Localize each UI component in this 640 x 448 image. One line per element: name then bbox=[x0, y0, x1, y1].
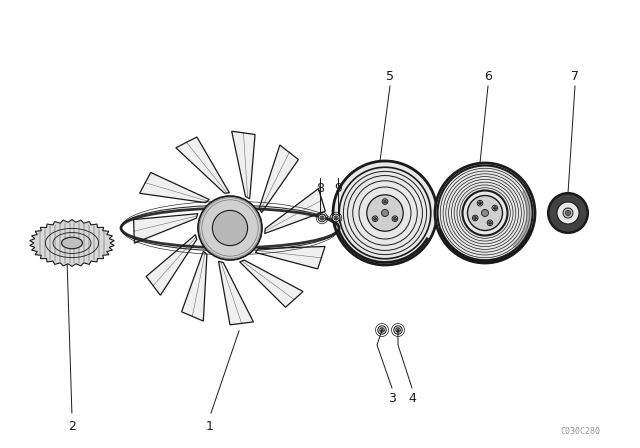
Circle shape bbox=[394, 326, 402, 334]
Circle shape bbox=[334, 216, 338, 220]
Polygon shape bbox=[134, 214, 198, 243]
Circle shape bbox=[381, 210, 388, 216]
Polygon shape bbox=[176, 137, 229, 193]
Text: 4: 4 bbox=[408, 392, 416, 405]
Circle shape bbox=[493, 207, 497, 210]
Circle shape bbox=[563, 208, 573, 218]
Circle shape bbox=[472, 215, 478, 221]
Text: 8: 8 bbox=[316, 181, 324, 194]
Circle shape bbox=[332, 214, 340, 222]
Text: 7: 7 bbox=[571, 69, 579, 82]
Text: 3: 3 bbox=[388, 392, 396, 405]
Text: 1: 1 bbox=[206, 419, 214, 432]
Text: 5: 5 bbox=[386, 69, 394, 82]
Circle shape bbox=[372, 216, 378, 221]
Polygon shape bbox=[29, 220, 115, 267]
Polygon shape bbox=[265, 189, 325, 233]
Polygon shape bbox=[218, 261, 253, 325]
Circle shape bbox=[333, 161, 437, 265]
Polygon shape bbox=[182, 251, 207, 321]
Circle shape bbox=[198, 196, 262, 260]
Circle shape bbox=[212, 211, 248, 246]
Circle shape bbox=[382, 199, 388, 204]
Ellipse shape bbox=[61, 237, 83, 249]
Polygon shape bbox=[259, 145, 298, 212]
Circle shape bbox=[467, 195, 502, 231]
Circle shape bbox=[396, 327, 400, 332]
Polygon shape bbox=[240, 260, 303, 307]
Circle shape bbox=[320, 216, 324, 220]
Circle shape bbox=[392, 216, 397, 221]
Circle shape bbox=[435, 163, 535, 263]
Circle shape bbox=[566, 211, 570, 215]
Text: 2: 2 bbox=[68, 419, 76, 432]
Circle shape bbox=[548, 193, 588, 233]
Text: 9: 9 bbox=[334, 181, 342, 194]
Circle shape bbox=[318, 214, 326, 222]
Circle shape bbox=[383, 200, 387, 203]
Circle shape bbox=[394, 217, 396, 220]
Circle shape bbox=[487, 220, 493, 226]
Polygon shape bbox=[140, 172, 209, 202]
Polygon shape bbox=[232, 131, 255, 199]
Circle shape bbox=[380, 327, 384, 332]
Circle shape bbox=[488, 221, 492, 224]
Circle shape bbox=[479, 202, 481, 205]
Circle shape bbox=[367, 195, 403, 231]
Circle shape bbox=[374, 217, 376, 220]
Polygon shape bbox=[146, 235, 196, 295]
Polygon shape bbox=[255, 246, 325, 269]
Circle shape bbox=[492, 205, 498, 211]
Circle shape bbox=[378, 326, 386, 334]
Text: C030C280: C030C280 bbox=[560, 427, 600, 436]
Circle shape bbox=[477, 200, 483, 206]
Circle shape bbox=[474, 216, 477, 220]
Text: 6: 6 bbox=[484, 69, 492, 82]
Circle shape bbox=[481, 210, 488, 216]
